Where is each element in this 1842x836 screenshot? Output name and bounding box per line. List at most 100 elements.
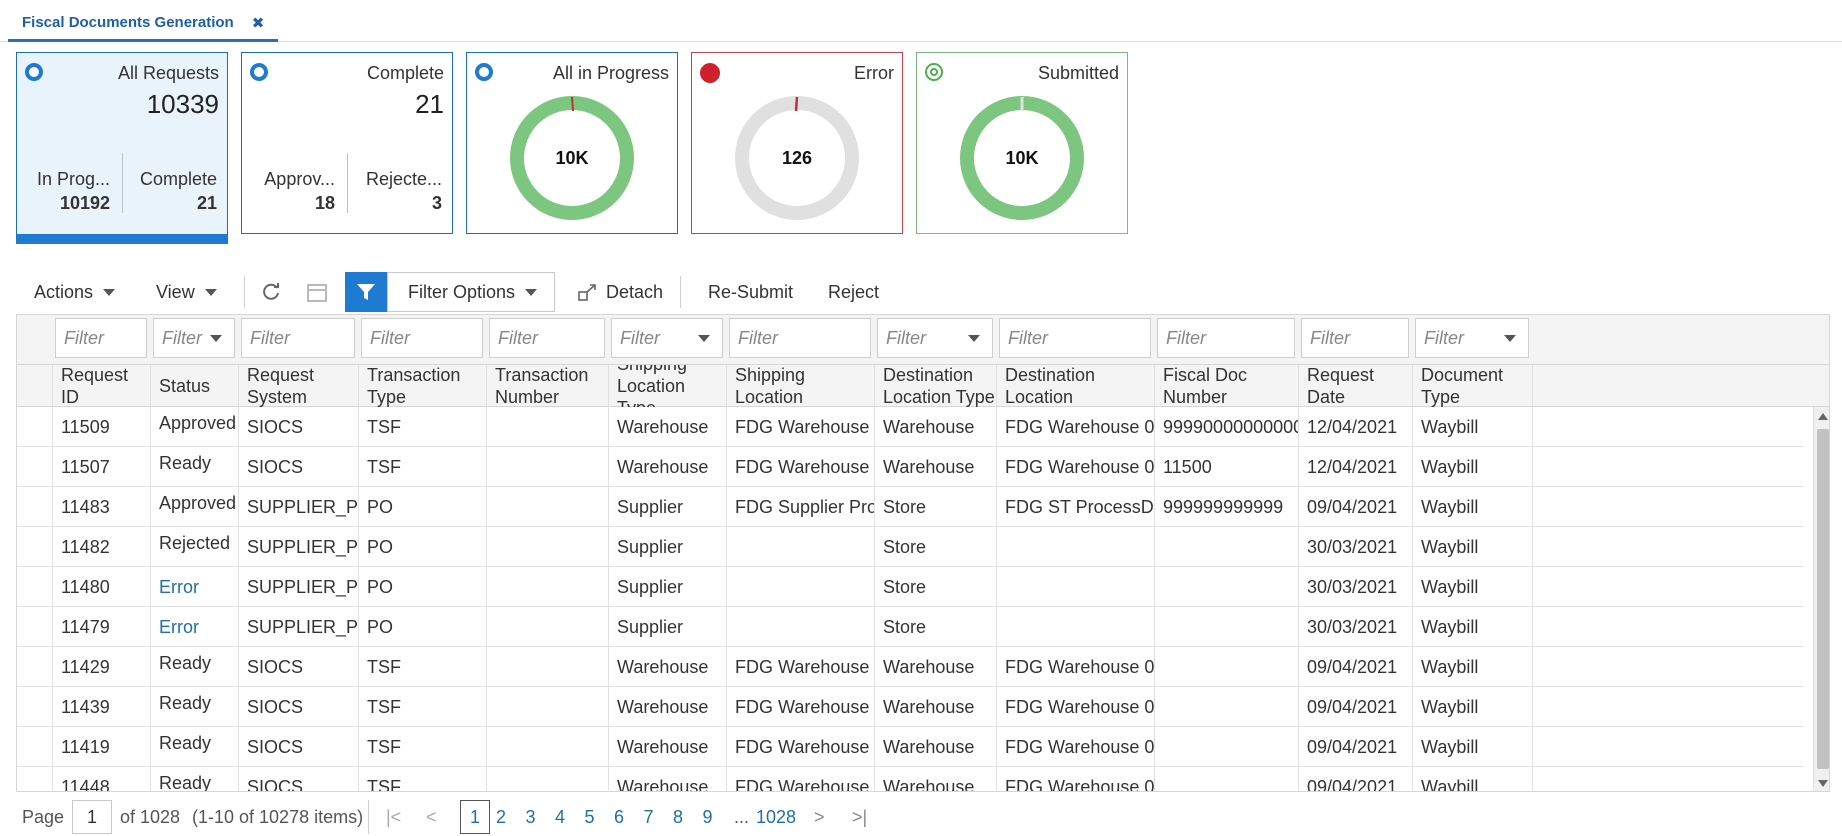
page-link[interactable]: 7 bbox=[643, 806, 654, 827]
table-row[interactable]: 11509 Approved SIOCS TSF Warehouse FDG Wareho… bbox=[17, 407, 1803, 447]
reject-button[interactable]: Reject bbox=[828, 272, 879, 312]
chevron-down-icon[interactable] bbox=[698, 335, 710, 342]
tile-submitted[interactable]: Submitted 10K bbox=[916, 52, 1128, 234]
filter-options-dropdown[interactable]: Filter Options bbox=[387, 272, 555, 312]
column-header[interactable]: Request ID bbox=[53, 365, 151, 407]
filter-input-0[interactable]: Filter bbox=[55, 318, 147, 358]
filter-input-5[interactable]: Filter bbox=[611, 318, 723, 358]
vertical-scrollbar[interactable] bbox=[1813, 407, 1829, 791]
tile-in-progress[interactable]: All in Progress 10K bbox=[466, 52, 678, 234]
column-header[interactable]: Destination Location Type bbox=[875, 365, 997, 407]
table-row[interactable]: 11419 Ready SIOCS TSF Warehouse FDG Warehouse… bbox=[17, 727, 1803, 767]
column-header[interactable]: Request System bbox=[239, 365, 359, 407]
column-header[interactable]: Status bbox=[151, 365, 239, 407]
chevron-down-icon[interactable] bbox=[968, 335, 980, 342]
tile-sub-approved[interactable]: Approv... 18 bbox=[242, 153, 348, 213]
filter-input-7[interactable]: Filter bbox=[877, 318, 993, 358]
table-cell: Waybill bbox=[1413, 527, 1533, 567]
column-header[interactable]: Request Date bbox=[1299, 365, 1413, 407]
tile-sub-complete[interactable]: Complete 21 bbox=[123, 153, 229, 213]
scroll-up-icon[interactable] bbox=[1818, 413, 1828, 420]
row-selector[interactable] bbox=[17, 487, 53, 527]
filter-input-8[interactable]: Filter bbox=[999, 318, 1151, 358]
row-selector[interactable] bbox=[17, 407, 53, 447]
filter-input-2[interactable]: Filter bbox=[241, 318, 355, 358]
scroll-down-icon[interactable] bbox=[1818, 780, 1828, 787]
table-cell: Warehouse bbox=[609, 727, 727, 767]
page-link[interactable]: 5 bbox=[584, 806, 595, 827]
page-link-last[interactable]: 1028 bbox=[756, 806, 797, 827]
target-icon bbox=[925, 63, 943, 81]
page-link[interactable]: 4 bbox=[555, 806, 566, 827]
column-header[interactable]: Shipping Location bbox=[727, 365, 875, 407]
table-cell: Waybill bbox=[1413, 687, 1533, 727]
resubmit-button[interactable]: Re-Submit bbox=[708, 272, 793, 312]
filter-input-4[interactable]: Filter bbox=[489, 318, 605, 358]
filter-input-3[interactable]: Filter bbox=[361, 318, 483, 358]
row-selector[interactable] bbox=[17, 447, 53, 487]
tile-error[interactable]: Error 126 bbox=[691, 52, 903, 234]
table-cell: Store bbox=[875, 487, 997, 527]
filter-input-10[interactable]: Filter bbox=[1301, 318, 1409, 358]
page-link[interactable]: 3 bbox=[525, 806, 536, 827]
filter-input-6[interactable]: Filter bbox=[729, 318, 871, 358]
row-selector[interactable] bbox=[17, 527, 53, 567]
table-row[interactable]: 11483ApprovedSUPPLIER_PORTALPOSupplierFD… bbox=[17, 487, 1803, 527]
column-header[interactable]: Fiscal Doc Number bbox=[1155, 365, 1299, 407]
filter-input-9[interactable]: Filter bbox=[1157, 318, 1295, 358]
page-link[interactable]: 6 bbox=[614, 806, 625, 827]
actions-menu[interactable]: Actions bbox=[34, 272, 116, 312]
filter-input-11[interactable]: Filter bbox=[1415, 318, 1529, 358]
table-row[interactable]: 11448 Ready SIOCS TSF Warehouse FDG Warehouse… bbox=[17, 767, 1803, 791]
table-cell: 11429 bbox=[53, 647, 151, 687]
status-cell[interactable]: Error bbox=[151, 607, 239, 647]
tab-fiscal-documents[interactable]: Fiscal Documents Generation ✖ bbox=[8, 6, 279, 42]
column-header[interactable]: Destination Location bbox=[997, 365, 1155, 407]
column-header[interactable]: Transaction Number bbox=[487, 365, 609, 407]
row-selector[interactable] bbox=[17, 567, 53, 607]
chevron-down-icon[interactable] bbox=[210, 335, 222, 342]
column-header[interactable]: Transaction Type bbox=[359, 365, 487, 407]
tile-sub-rejected[interactable]: Rejecte... 3 bbox=[348, 153, 454, 213]
table-cell: Warehouse bbox=[875, 767, 997, 791]
refresh-button[interactable] bbox=[260, 272, 282, 312]
tile-complete[interactable]: Complete 21 Approv... 18 Rejecte... 3 bbox=[241, 52, 453, 234]
table-cell: Warehouse bbox=[875, 407, 997, 447]
table-row[interactable]: 11507 Ready SIOCS TSF Warehouse FDG Warehouse… bbox=[17, 447, 1803, 487]
filter-toggle-button[interactable] bbox=[345, 272, 387, 312]
select-all-cell[interactable] bbox=[17, 365, 53, 407]
row-selector[interactable] bbox=[17, 767, 53, 791]
chevron-down-icon[interactable] bbox=[1504, 335, 1516, 342]
last-page-icon[interactable]: >| bbox=[852, 806, 868, 827]
table-row[interactable]: 11429 Ready SIOCS TSF Warehouse FDG Warehouse… bbox=[17, 647, 1803, 687]
page-link[interactable]: 8 bbox=[673, 806, 684, 827]
filter-input-1[interactable]: Filter bbox=[153, 318, 235, 358]
tile-all-requests[interactable]: All Requests 10339 In Prog... 10192 Comp… bbox=[16, 52, 228, 244]
table-cell bbox=[487, 607, 609, 647]
prev-page-icon[interactable]: < bbox=[426, 806, 437, 827]
row-selector[interactable] bbox=[17, 727, 53, 767]
view-menu[interactable]: View bbox=[156, 272, 217, 312]
detach-button[interactable]: Detach bbox=[578, 272, 663, 312]
status-cell[interactable]: Error bbox=[151, 567, 239, 607]
table-cell: FDG Warehouse 01 bbox=[727, 767, 875, 791]
column-header[interactable]: Shipping Location Type bbox=[609, 365, 727, 407]
next-page-icon[interactable]: > bbox=[814, 806, 825, 827]
page-link[interactable]: 2 bbox=[496, 806, 507, 827]
tile-sub-in-progress[interactable]: In Prog... 10192 bbox=[17, 153, 123, 213]
page-link[interactable]: 9 bbox=[702, 806, 713, 827]
close-icon[interactable]: ✖ bbox=[251, 14, 265, 32]
page-number-input[interactable]: 1 bbox=[72, 800, 112, 834]
column-header[interactable]: Document Type bbox=[1413, 365, 1533, 407]
row-selector[interactable] bbox=[17, 687, 53, 727]
row-selector[interactable] bbox=[17, 647, 53, 687]
page-link-current[interactable]: 1 bbox=[460, 800, 490, 834]
row-selector[interactable] bbox=[17, 607, 53, 647]
table-row[interactable]: 11439 Ready SIOCS TSF Warehouse FDG Warehouse… bbox=[17, 687, 1803, 727]
scroll-thumb[interactable] bbox=[1817, 429, 1829, 769]
calendar-button[interactable] bbox=[306, 272, 328, 312]
first-page-icon[interactable]: |< bbox=[386, 806, 402, 827]
